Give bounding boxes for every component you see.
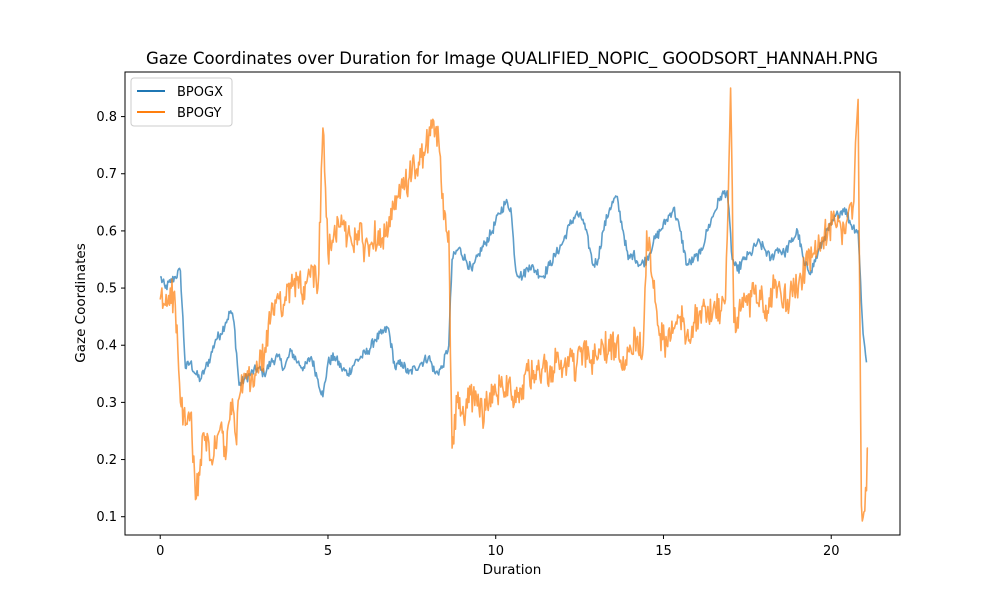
plot-frame <box>124 71 901 536</box>
y-tick-label: 0.7 <box>96 167 117 182</box>
x-tick-label: 0 <box>156 544 164 559</box>
y-tick-label: 0.6 <box>96 224 117 239</box>
x-axis: 0 5 10 15 20 <box>156 535 839 559</box>
y-tick-label: 0.8 <box>96 110 117 125</box>
x-tick-label: 5 <box>324 544 332 559</box>
series-line-bpogy <box>159 87 869 522</box>
series-lines <box>159 87 869 522</box>
legend-label-bpogy: BPOGY <box>177 106 221 121</box>
legend-label-bpogx: BPOGX <box>177 85 223 100</box>
series-line-bpogx <box>159 190 868 398</box>
y-tick-label: 0.1 <box>96 510 117 525</box>
y-tick-label: 0.2 <box>96 453 117 468</box>
x-tick-label: 15 <box>655 544 672 559</box>
x-tick-label: 20 <box>823 544 840 559</box>
y-axis-label: Gaze Coordinates <box>73 243 89 362</box>
y-tick-label: 0.4 <box>96 339 117 354</box>
y-tick-label: 0.3 <box>96 396 117 411</box>
legend: BPOGX BPOGY <box>130 77 233 127</box>
x-tick-label: 10 <box>487 544 504 559</box>
x-axis-label: Duration <box>483 562 542 578</box>
chart-title: Gaze Coordinates over Duration for Image… <box>146 49 878 69</box>
y-axis: 0.1 0.2 0.3 0.4 0.5 0.6 0.7 0.8 <box>96 110 125 525</box>
y-tick-label: 0.5 <box>96 282 117 297</box>
